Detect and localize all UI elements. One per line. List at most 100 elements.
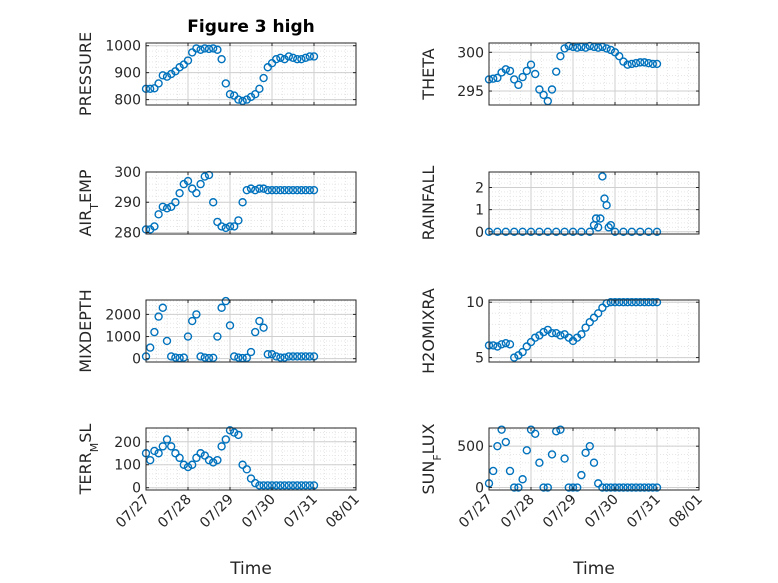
y-axis-label: H2OMIXRA <box>419 288 438 374</box>
data-point <box>242 95 252 104</box>
data-point <box>552 329 561 338</box>
y-tick-label: 295 <box>457 84 484 100</box>
data-point <box>573 43 582 52</box>
data-point <box>602 44 611 53</box>
data-point <box>217 442 226 451</box>
data-point <box>627 298 636 307</box>
data-point <box>652 227 662 236</box>
data-point <box>187 460 197 469</box>
data-point <box>493 227 502 236</box>
data-point <box>573 483 582 492</box>
data-point <box>225 90 235 99</box>
data-point <box>204 44 214 54</box>
data-point <box>636 298 645 307</box>
data-point <box>518 475 527 484</box>
data-point <box>627 483 636 492</box>
data-point <box>162 72 172 81</box>
data-point <box>644 483 653 492</box>
data-point <box>648 483 657 492</box>
data-point <box>150 222 159 231</box>
subplot-4: 0 1 2 RAINFALL <box>419 166 700 241</box>
data-point <box>150 84 159 93</box>
data-point <box>631 58 641 68</box>
data-point <box>594 309 603 318</box>
data-point <box>200 172 210 181</box>
data-point <box>623 60 632 69</box>
data-point <box>606 483 615 492</box>
data-point <box>531 333 540 342</box>
data-point <box>652 59 662 69</box>
data-point <box>493 441 502 451</box>
data-point <box>610 483 620 492</box>
subplot-6: 5 10 H2OMIXRA <box>419 288 700 374</box>
data-point <box>221 79 231 88</box>
data-point <box>305 352 314 361</box>
data-point <box>627 59 636 69</box>
y-tick-label: 2 <box>475 181 484 197</box>
data-point <box>263 185 272 195</box>
data-point <box>225 426 235 435</box>
data-point <box>259 323 268 332</box>
data-series <box>484 425 662 492</box>
data-point <box>297 185 306 195</box>
data-point <box>640 483 649 492</box>
data-point <box>192 453 201 463</box>
y-axis-label: RAINFALL <box>419 166 438 241</box>
x-tick-label: 07/31 <box>281 492 321 532</box>
data-point <box>162 204 172 213</box>
data-point <box>518 347 527 357</box>
data-point <box>213 332 222 341</box>
data-point <box>280 54 289 64</box>
data-point <box>242 353 252 362</box>
data-point <box>531 429 540 438</box>
data-point <box>150 446 159 456</box>
data-point <box>598 303 607 312</box>
data-point <box>293 481 302 490</box>
data-point <box>272 54 281 64</box>
x-tick-label: 07/27 <box>456 492 496 532</box>
data-point <box>305 185 314 195</box>
data-point <box>560 44 569 53</box>
y-tick-label: 1000 <box>105 330 141 346</box>
data-point <box>242 185 252 195</box>
data-point <box>510 227 519 236</box>
data-point <box>234 430 243 440</box>
x-tick-label: 08/01 <box>323 492 363 532</box>
data-point <box>229 352 239 361</box>
data-point <box>288 352 298 361</box>
data-point <box>581 448 590 457</box>
data-point <box>259 481 268 490</box>
data-point <box>158 71 168 80</box>
data-point <box>179 460 189 469</box>
data-point <box>577 227 586 236</box>
data-point <box>636 58 645 67</box>
data-point <box>518 227 527 236</box>
data-point <box>631 298 641 307</box>
data-point <box>158 442 168 451</box>
data-point <box>166 352 176 361</box>
y-tick-label: 300 <box>114 165 141 181</box>
data-point <box>577 470 586 480</box>
data-point <box>522 446 531 455</box>
data-point <box>598 483 607 492</box>
data-point <box>606 220 615 230</box>
data-point <box>200 353 210 362</box>
y-tick-label: 0 <box>132 481 141 497</box>
data-point <box>145 455 155 465</box>
data-point <box>263 481 272 490</box>
data-series <box>141 44 319 106</box>
data-point <box>208 198 218 207</box>
x-tick-label: 07/28 <box>498 492 538 532</box>
data-point <box>208 44 218 53</box>
data-point <box>175 188 184 198</box>
data-point <box>547 329 557 338</box>
axes-box <box>145 427 357 491</box>
data-point <box>556 51 565 61</box>
y-tick-label: 1000 <box>105 39 141 55</box>
data-point <box>250 90 260 99</box>
data-point <box>213 45 222 54</box>
x-tick-label: 07/30 <box>239 492 279 532</box>
data-point <box>539 327 548 337</box>
data-point <box>505 340 515 349</box>
